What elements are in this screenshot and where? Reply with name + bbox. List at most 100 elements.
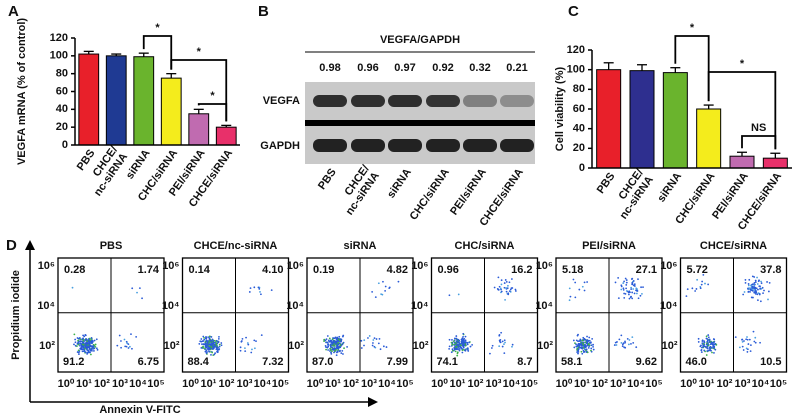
event-dot [754,336,757,339]
event-dot [583,337,586,340]
event-dot [200,338,203,340]
event-dot [323,340,325,343]
event-dot [756,276,758,279]
event-dot [623,280,625,283]
event-dot [452,340,455,343]
y-tick-label: 10⁶ [411,260,428,272]
bar [78,53,100,146]
event-dot [363,339,366,342]
event-dot [707,334,710,336]
ratio-label: 0.32 [469,62,490,74]
event-dot [455,345,458,348]
event-dot [95,338,98,341]
event-dot [583,351,585,354]
event-dot [260,334,263,337]
event-dot [461,347,463,350]
event-dot [468,341,470,344]
event-dot [760,280,762,283]
event-dot [613,344,616,346]
event-dot [624,346,627,349]
lane-label: PEI/siRNA [448,166,489,217]
event-dot [371,290,374,293]
quadrant-value: 87.0 [312,356,333,368]
event-dot [125,345,128,348]
event-dot [334,340,337,343]
event-dot [257,286,260,289]
x-tick-label: 10⁴ [752,378,770,390]
event-dot [741,345,744,348]
event-dot [77,341,80,344]
event-dot [756,293,759,296]
event-dot [204,344,207,346]
event-dot [592,348,595,351]
event-dot [714,342,717,345]
event-dot [588,345,591,347]
event-dot [456,354,459,357]
event-dot [388,286,391,289]
event-dot [511,287,514,289]
x-tick-label: 10² [343,378,359,390]
event-dot [329,349,332,352]
event-dot [118,334,121,337]
event-dot [752,283,754,286]
event-dot [208,350,210,353]
quadrant-value: 46.0 [686,356,707,368]
ratio-label: 0.98 [319,62,340,74]
event-dot [215,342,218,345]
event-dot [635,287,638,290]
event-dot [204,342,207,345]
event-dot [461,341,464,344]
plot-title: CHCE/siRNA [700,240,767,252]
event-dot [218,343,221,346]
bar [662,72,688,169]
quadrant-value: 4.82 [387,264,408,276]
event-dot [507,293,510,296]
event-dot [581,339,584,342]
event-dot [749,288,752,291]
event-dot [457,338,460,341]
event-dot [585,340,588,342]
event-dot [247,343,250,346]
event-dot [327,349,329,351]
x-tick-label: 10³ [361,378,377,390]
event-dot [622,342,625,345]
quadrant-value: 5.18 [562,264,583,276]
gapdh-band [351,139,385,152]
event-dot [623,292,626,295]
event-dot [701,346,703,349]
ratio-label: 0.21 [506,62,527,74]
event-dot [747,284,750,287]
event-dot [631,291,634,294]
x-tick-label: 10⁴ [378,378,396,390]
event-dot [218,345,221,348]
event-dot [572,339,575,342]
y-axis-label: Propidium iodide [10,270,22,360]
event-dot [324,345,327,347]
event-dot [464,344,467,347]
event-dot [501,345,504,348]
event-dot [745,347,748,350]
event-dot [617,297,620,300]
event-dot [212,340,215,342]
significance-label: NS [751,122,766,134]
event-dot [706,340,709,343]
vegfa-band [463,95,497,107]
event-dot [707,283,710,286]
event-dot [620,334,623,337]
event-dot [637,297,640,300]
event-dot [622,287,625,290]
event-dot [333,337,336,340]
bar [105,55,127,146]
event-dot [625,284,628,286]
y-tick-label: 0 [579,162,585,174]
event-dot [741,340,744,343]
event-dot [335,354,338,357]
event-dot [624,340,626,343]
event-dot [205,345,208,348]
gapdh-band [463,139,497,152]
event-dot [324,339,327,342]
event-dot [455,341,457,344]
event-dot [697,341,700,343]
event-dot [498,334,501,336]
significance-bracket [707,71,777,150]
